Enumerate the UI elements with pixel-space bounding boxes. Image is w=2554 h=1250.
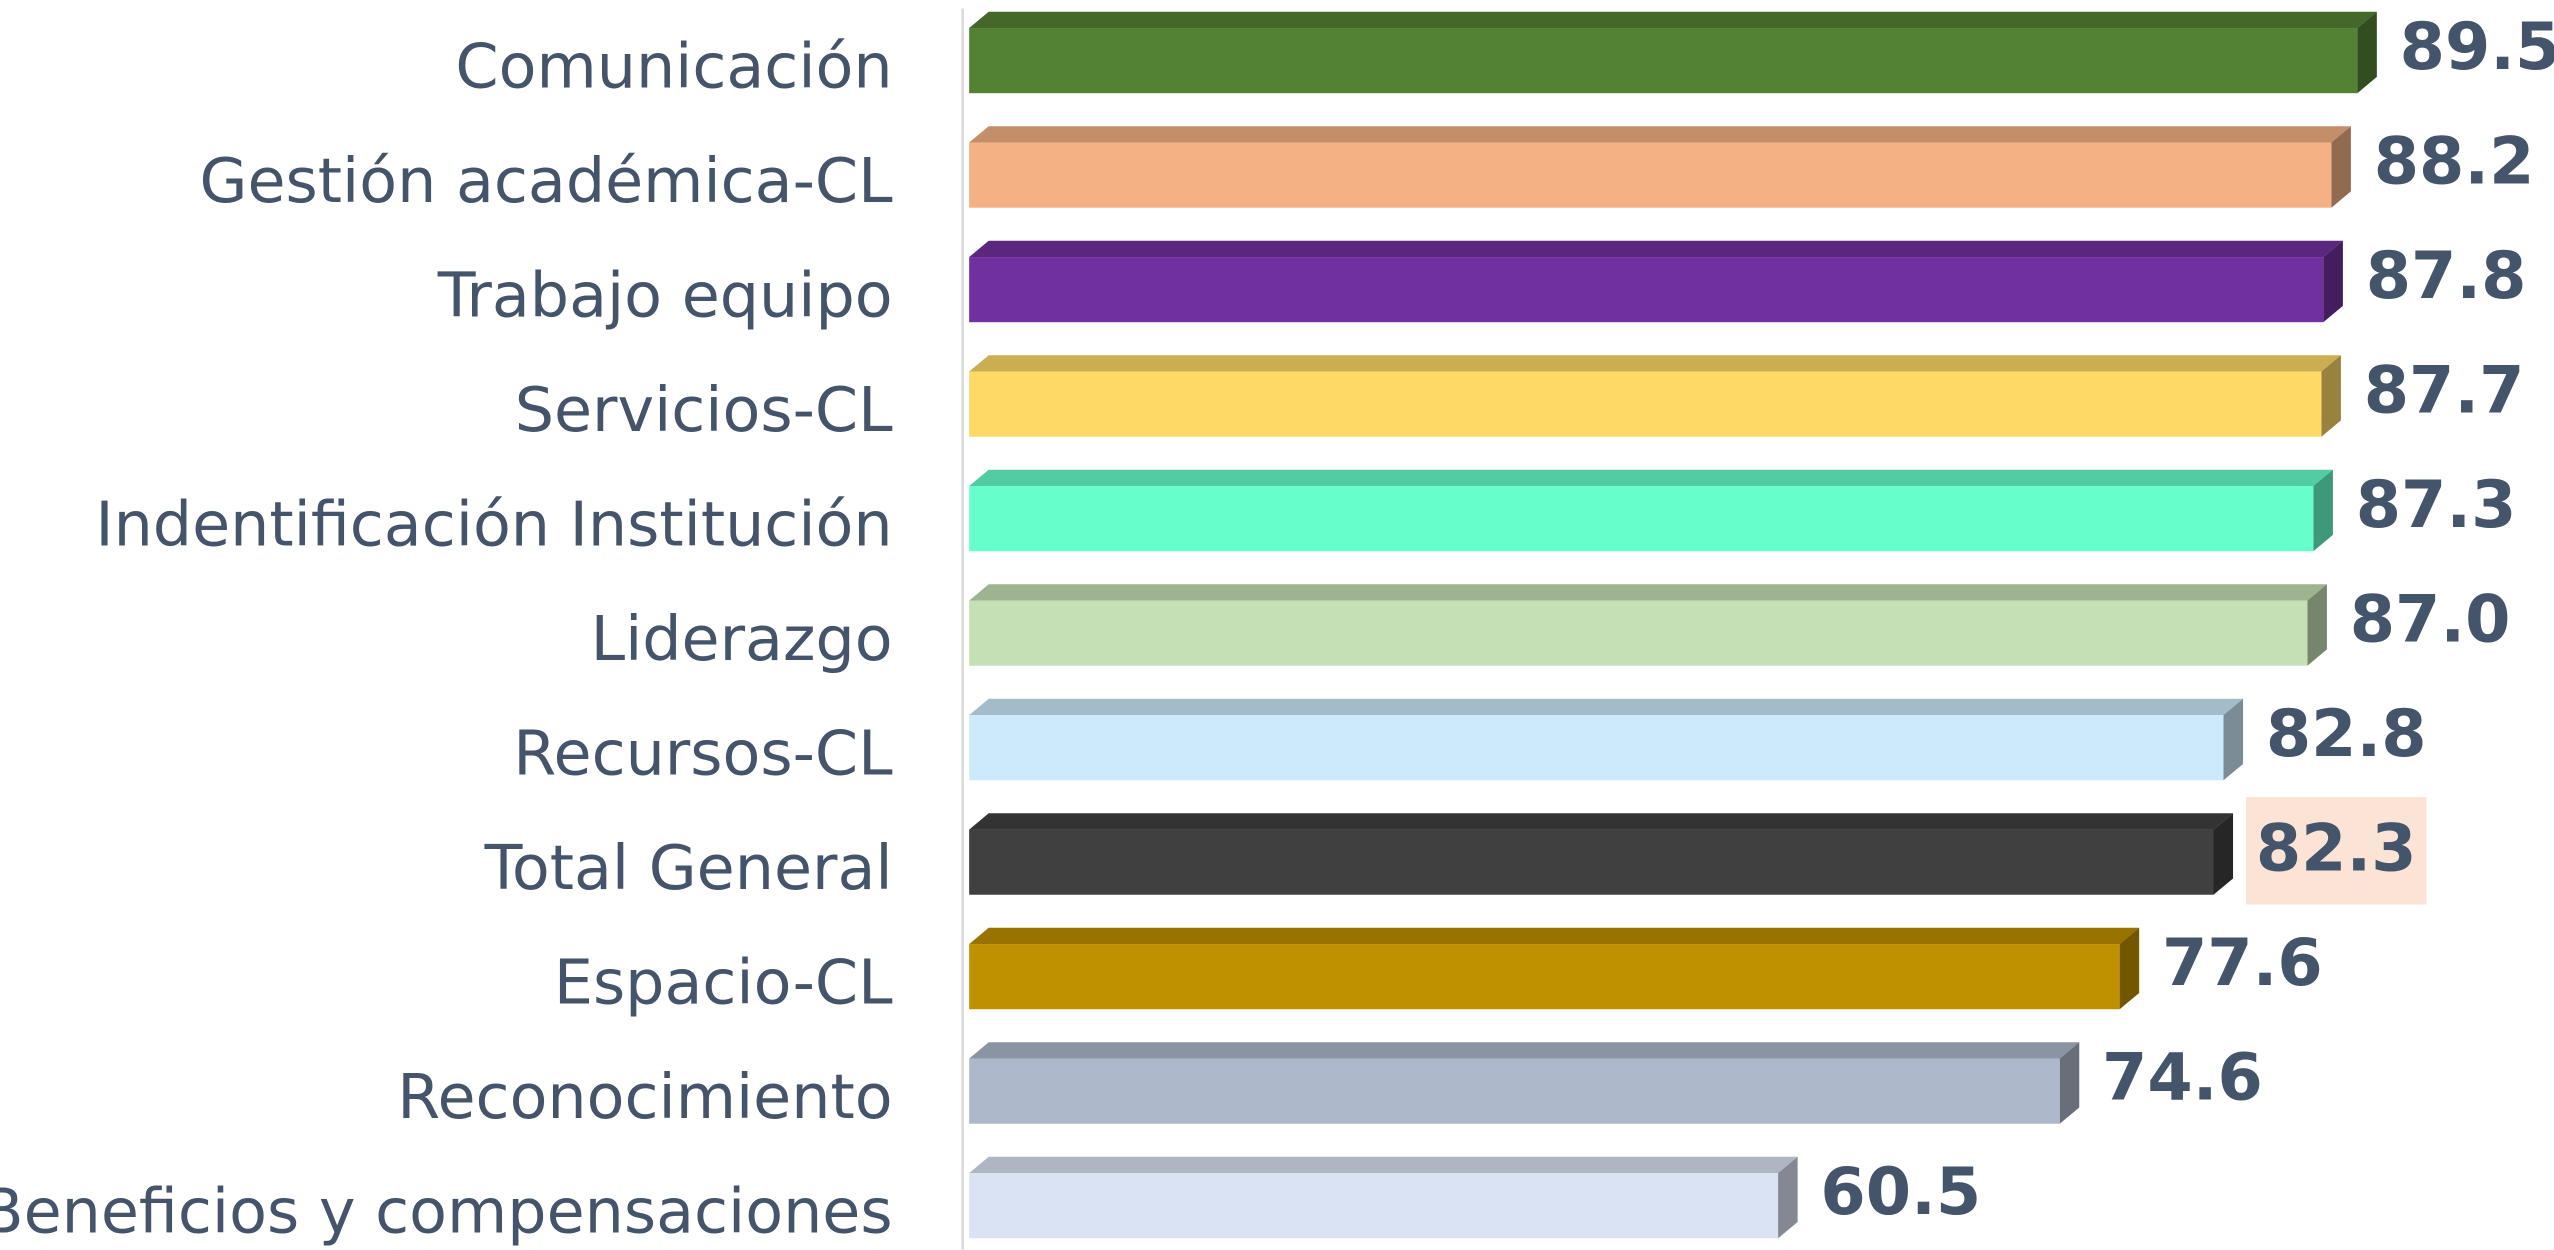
category-label: Liderazgo	[591, 603, 893, 675]
bar-side	[2323, 240, 2343, 323]
bar-top	[969, 240, 2343, 258]
bar-top	[969, 584, 2327, 601]
bar-side	[2307, 584, 2327, 666]
category-label: Beneficios y compensaciones	[0, 1176, 893, 1248]
bar-side	[2119, 927, 2140, 1010]
bar-top	[969, 1042, 2080, 1059]
bar-top	[969, 126, 2351, 143]
value-label: 87.0	[2350, 582, 2511, 657]
bar-top	[969, 11, 2377, 29]
bar-side	[2331, 126, 2351, 208]
bar	[969, 142, 2332, 208]
value-label: 87.7	[2364, 353, 2525, 428]
value-label: 88.2	[2374, 124, 2535, 199]
category-label: Espacio-CL	[554, 947, 893, 1019]
category-label: Total General	[484, 832, 893, 904]
category-label: Gestión académica-CL	[200, 145, 894, 217]
value-label: 87.3	[2356, 468, 2517, 543]
value-label: 82.8	[2266, 697, 2427, 772]
bar-side	[2223, 698, 2244, 781]
category-label: Trabajo equipo	[437, 259, 893, 331]
bar-side	[2321, 355, 2341, 437]
bar	[969, 371, 2322, 437]
category-label: Comunicación	[455, 30, 892, 102]
value-label: 60.5	[1820, 1155, 1981, 1230]
bar	[969, 944, 2120, 1010]
bar-top	[969, 355, 2341, 372]
value-label: 77.6	[2162, 926, 2323, 1001]
bar	[969, 829, 2214, 895]
label-highlight	[2246, 797, 2427, 905]
bar-top	[969, 1156, 1798, 1174]
bar-top	[969, 813, 2234, 830]
bar-side	[1778, 1156, 1798, 1239]
bar-side	[2313, 469, 2333, 552]
value-label: 74.6	[2102, 1040, 2263, 1115]
bar	[969, 257, 2324, 323]
bar-side	[2357, 11, 2377, 94]
bar-top	[969, 927, 2140, 945]
category-label: Indentificación Institución	[95, 488, 892, 560]
value-label: 82.3	[2256, 811, 2417, 886]
bar-top	[969, 698, 2244, 716]
bar-top	[969, 469, 2333, 487]
value-label: 89.5	[2400, 10, 2554, 85]
category-label: Reconocimiento	[397, 1061, 892, 1133]
bar-side	[2059, 1042, 2080, 1124]
bar	[969, 1058, 2060, 1124]
bar	[969, 1173, 1779, 1239]
bar	[969, 600, 2308, 666]
bar	[969, 486, 2314, 552]
bar	[969, 28, 2358, 94]
bar	[969, 715, 2224, 781]
category-label: Recursos-CL	[513, 718, 893, 790]
value-label: 87.8	[2366, 239, 2527, 314]
category-label: Servicios-CL	[515, 374, 893, 446]
bar-side	[2213, 813, 2234, 895]
